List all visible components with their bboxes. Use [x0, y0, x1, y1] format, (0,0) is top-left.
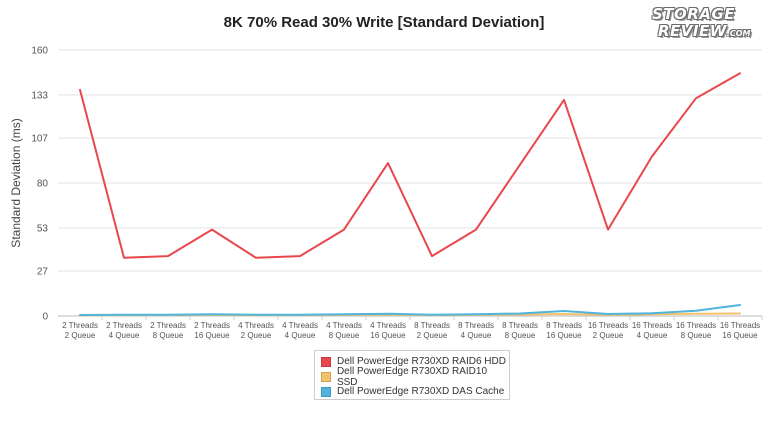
y-tick-label: 80	[37, 179, 49, 190]
y-tick-label: 160	[31, 46, 48, 57]
x-tick-label: 8 Threads 8 Queue	[502, 321, 538, 340]
legend-swatch-das-cache	[321, 386, 331, 397]
legend-item-raid6-hdd[interactable]: Dell PowerEdge R730XD RAID6 HDD	[315, 354, 509, 369]
logo-line-1: STORAGE	[652, 5, 736, 23]
series-line-0	[79, 72, 741, 259]
y-tick-label: 107	[31, 134, 48, 145]
y-tick-label: 27	[37, 267, 49, 278]
y-tick-label: 133	[31, 90, 48, 101]
y-tick-label: 53	[37, 223, 49, 234]
legend: Dell PowerEdge R730XD RAID6 HDD Dell Pow…	[314, 350, 510, 400]
x-tick-label: 16 Threads 4 Queue	[632, 321, 672, 340]
x-tick-label: 4 Threads 4 Queue	[282, 321, 318, 340]
logo-suffix: .COM	[726, 29, 751, 38]
x-tick-label: 8 Threads 16 Queue	[546, 321, 582, 340]
grid-lines	[58, 49, 762, 317]
series-line-2	[79, 304, 741, 316]
x-tick-label: 16 Threads 8 Queue	[676, 321, 716, 340]
y-axis-ticks: 0 27 53 80 107 133 160	[31, 46, 48, 323]
x-tick-label: 2 Threads 16 Queue	[194, 321, 230, 340]
x-tick-label: 16 Threads 16 Queue	[720, 321, 760, 340]
x-tick-label: 2 Threads 4 Queue	[106, 321, 142, 340]
x-tick-label: 4 Threads 8 Queue	[326, 321, 362, 340]
x-tick-label: 16 Threads 2 Queue	[588, 321, 628, 340]
legend-swatch-raid10-ssd	[321, 371, 331, 382]
x-tick-label: 2 Threads 8 Queue	[150, 321, 186, 340]
x-axis-ticks: 2 Threads 2 Queue 2 Threads 4 Queue 2 Thread…	[62, 316, 763, 340]
chart-title: 8K 70% Read 30% Write [Standard Deviatio…	[223, 14, 545, 31]
legend-item-raid10-ssd[interactable]: Dell PowerEdge R730XD RAID10 SSD	[315, 366, 509, 388]
x-tick-label: 4 Threads 2 Queue	[238, 321, 274, 340]
legend-label-raid10-ssd: Dell PowerEdge R730XD RAID10 SSD	[336, 365, 488, 388]
x-tick-label: 8 Threads 2 Queue	[414, 321, 450, 340]
y-tick-label: 0	[42, 312, 48, 323]
legend-label-raid6-hdd: Dell PowerEdge R730XD RAID6 HDD	[337, 356, 506, 367]
y-axis-label: Standard Deviation (ms)	[9, 118, 23, 247]
legend-swatch-raid6-hdd	[321, 356, 331, 367]
x-tick-label: 4 Threads 16 Queue	[370, 321, 406, 340]
x-tick-label: 2 Threads 2 Queue	[62, 321, 98, 340]
series-lines	[79, 72, 741, 317]
legend-label-das-cache: Dell PowerEdge R730XD DAS Cache	[337, 386, 505, 397]
legend-item-das-cache[interactable]: Dell PowerEdge R730XD DAS Cache	[315, 384, 509, 399]
logo-line-2-text: REVIEW	[658, 22, 727, 40]
storagereview-logo: STORAGE REVIEW.COM	[652, 6, 762, 44]
x-tick-label: 8 Threads 4 Queue	[458, 321, 494, 340]
logo-line-2: REVIEW.COM	[652, 23, 762, 42]
